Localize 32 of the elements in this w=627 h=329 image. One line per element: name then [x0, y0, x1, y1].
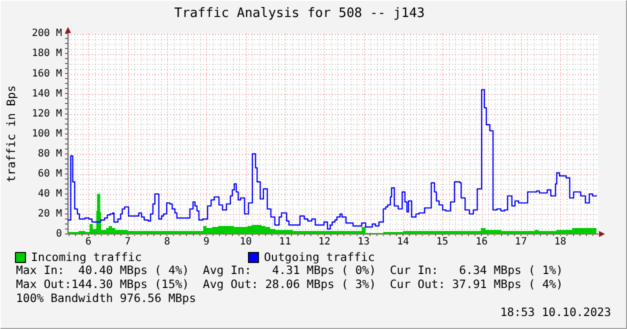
- x-tick-label: 7: [124, 236, 131, 248]
- chart-title: Traffic Analysis for 508 -- j143: [174, 6, 425, 22]
- x-tick-label: 16: [476, 236, 488, 248]
- y-tick-label: 100 M: [32, 128, 62, 140]
- y-tick-label: 40 M: [38, 188, 62, 200]
- y-tick-label: 140 M: [32, 88, 62, 100]
- text: 100% Bandwidth 976.56 MBps: [16, 291, 198, 305]
- x-tick-label: 18: [554, 236, 566, 248]
- x-tick-label: 14: [396, 236, 410, 248]
- y-tick-label: 0: [56, 228, 62, 240]
- x-tick-label: 13: [358, 236, 370, 248]
- x-tick-label: 9: [203, 236, 210, 248]
- x-tick-label: 17: [514, 236, 527, 248]
- y-tick-label: 180 M: [32, 48, 62, 60]
- x-tick-label: 6: [85, 236, 92, 248]
- x-tick-label: 12: [318, 236, 330, 248]
- x-tick-label: 15: [436, 236, 448, 248]
- x-tick-label: 11: [279, 236, 292, 248]
- text: Max Out:144.30 MBps (15%) Avg Out: 28.06 MBps ( 3%) Cur Out: 37.91 MBps ( 4%): [16, 277, 564, 291]
- y-tick-label: 20 M: [38, 208, 62, 220]
- x-tick-label: 8: [164, 236, 170, 248]
- y-tick-label: 120 M: [32, 108, 62, 120]
- text: Max In: 40.40 MBps ( 4%) Avg In: 4.31 MBps ( 0%) Cur In: 6.34 MBps ( 1%): [16, 263, 564, 277]
- text: 18:53 10.10.2023: [499, 305, 611, 319]
- x-tick-label: 10: [240, 236, 252, 248]
- legend-label: Incoming traffic: [31, 250, 142, 264]
- y-axis-title: traffic in Bps: [4, 85, 18, 182]
- y-tick-label: 60 M: [38, 168, 62, 180]
- y-tick-label: 160 M: [32, 68, 62, 80]
- legend-label: Outgoing traffic: [264, 250, 375, 264]
- y-tick-label: 200 M: [32, 28, 62, 40]
- y-tick-label: 80 M: [38, 148, 62, 160]
